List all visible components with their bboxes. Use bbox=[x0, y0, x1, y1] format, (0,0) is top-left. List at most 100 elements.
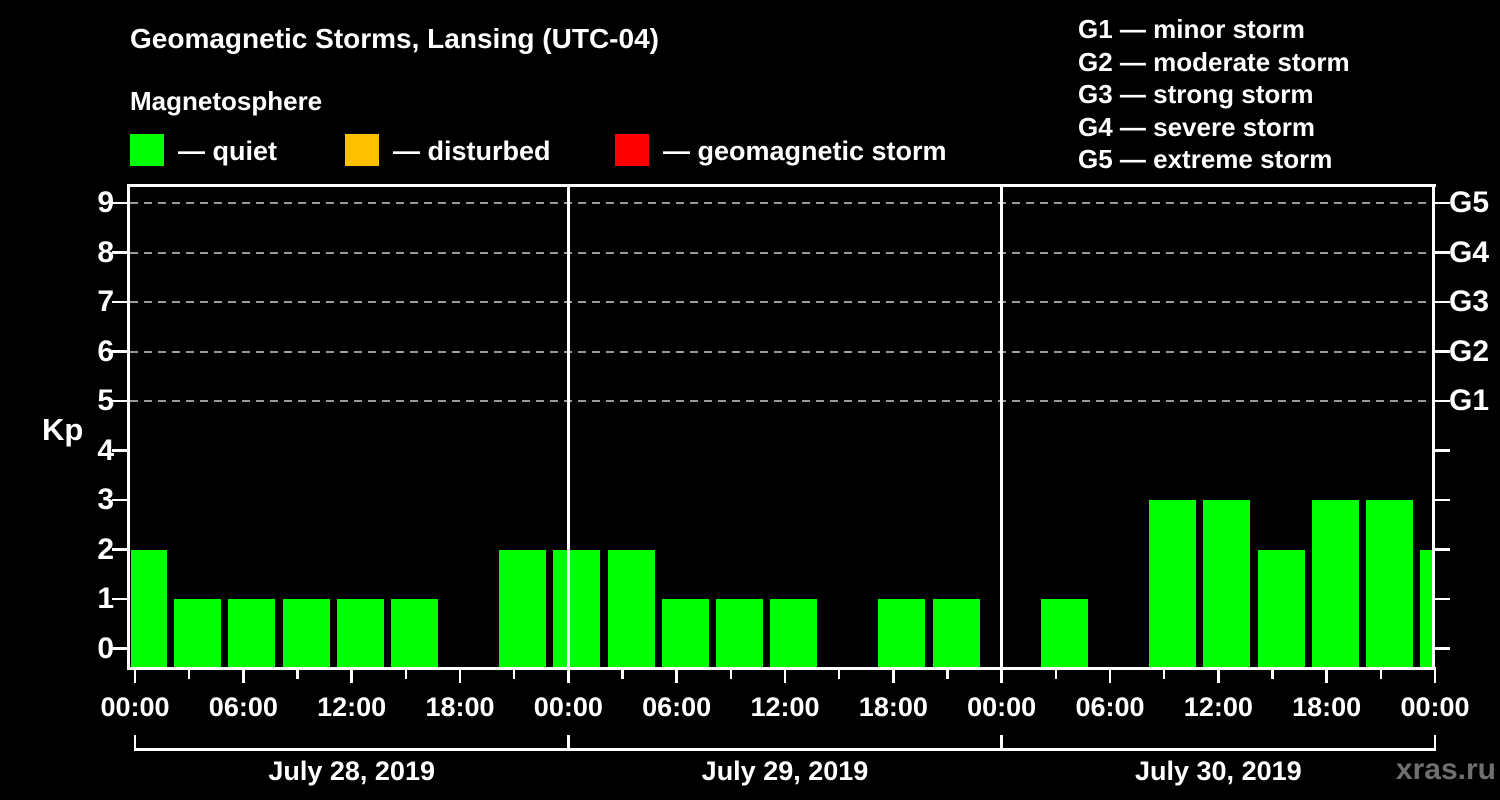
x-tick-label: 12:00 bbox=[317, 692, 387, 722]
x-tick bbox=[1162, 670, 1166, 679]
g-scale-legend-line: G3 — strong storm bbox=[1078, 79, 1314, 109]
x-tick bbox=[621, 670, 624, 679]
g-level-label: G2 bbox=[1449, 334, 1490, 368]
x-tick bbox=[404, 670, 408, 679]
x-tick bbox=[892, 670, 895, 683]
kp-bar bbox=[607, 549, 655, 667]
x-tick-label: 12:00 bbox=[750, 692, 820, 722]
right-y-tick bbox=[1434, 449, 1450, 452]
day-bracket-end bbox=[133, 735, 137, 751]
x-tick bbox=[783, 670, 787, 683]
legend-label-quiet: — quiet bbox=[178, 136, 277, 166]
day-bracket-end bbox=[1000, 735, 1003, 751]
x-tick bbox=[567, 670, 570, 683]
right-y-tick bbox=[1434, 498, 1450, 502]
chart-title: Geomagnetic Storms, Lansing (UTC-04) bbox=[130, 23, 659, 54]
x-tick bbox=[1108, 670, 1112, 683]
day-divider bbox=[567, 184, 570, 667]
legend-label-geomagnetic-storm: — geomagnetic storm bbox=[663, 136, 947, 166]
kp-bar bbox=[1257, 549, 1305, 667]
right-y-tick bbox=[1434, 251, 1450, 254]
x-tick-label: 18:00 bbox=[1292, 692, 1362, 722]
g-level-label: G4 bbox=[1449, 235, 1490, 269]
x-tick bbox=[1217, 670, 1220, 683]
gridline-kp6 bbox=[130, 350, 1433, 353]
kp-bar bbox=[1365, 500, 1413, 667]
x-tick bbox=[1433, 670, 1437, 683]
kp-bar bbox=[1311, 500, 1359, 667]
y-tick bbox=[112, 449, 127, 452]
x-tick bbox=[1000, 670, 1003, 683]
day-bracket bbox=[568, 748, 1002, 751]
y-tick bbox=[112, 597, 127, 601]
x-axis-line bbox=[127, 667, 1436, 670]
x-tick bbox=[512, 670, 516, 679]
legend-swatch-geomagnetic-storm bbox=[615, 134, 649, 166]
right-y-tick bbox=[1434, 201, 1450, 205]
day-label: July 28, 2019 bbox=[268, 756, 435, 786]
x-tick bbox=[350, 670, 353, 683]
legend-swatch-disturbed bbox=[345, 134, 379, 166]
day-bracket bbox=[1001, 748, 1435, 751]
y-tick-label: 7 bbox=[97, 285, 114, 318]
y-tick-label: 3 bbox=[97, 483, 114, 516]
x-tick bbox=[187, 670, 191, 679]
gridline-kp5 bbox=[130, 400, 1433, 402]
kp-bar bbox=[282, 599, 330, 667]
g-scale-legend-line: G1 — minor storm bbox=[1078, 14, 1305, 44]
kp-bar bbox=[130, 549, 167, 667]
gridline-kp9 bbox=[130, 202, 1433, 204]
kp-bar bbox=[1040, 599, 1088, 667]
legend-label-disturbed: — disturbed bbox=[393, 136, 551, 166]
kp-bar bbox=[336, 599, 384, 667]
x-tick-label: 00:00 bbox=[100, 692, 170, 722]
x-tick bbox=[133, 670, 137, 683]
x-tick bbox=[1325, 670, 1328, 683]
kp-bar bbox=[770, 599, 817, 667]
kp-bar bbox=[228, 599, 276, 667]
g-level-label: G5 bbox=[1449, 186, 1490, 219]
y-axis-label: Kp bbox=[42, 412, 84, 447]
kp-bar bbox=[499, 549, 547, 667]
kp-bar bbox=[661, 599, 709, 667]
g-scale-legend-line: G4 — severe storm bbox=[1078, 111, 1316, 142]
y-tick bbox=[112, 498, 127, 502]
g-scale-legend-line: G5 — extreme storm bbox=[1078, 144, 1333, 174]
kp-bar bbox=[932, 599, 980, 667]
kp-bar bbox=[553, 549, 601, 667]
x-tick-label: 06:00 bbox=[1075, 692, 1145, 722]
x-tick-label: 18:00 bbox=[858, 692, 928, 722]
y-tick bbox=[112, 399, 127, 403]
day-bracket-end bbox=[567, 735, 570, 751]
y-tick-label: 2 bbox=[97, 532, 114, 566]
g-level-label: G3 bbox=[1449, 285, 1490, 318]
x-tick-label: 12:00 bbox=[1183, 692, 1253, 722]
x-tick bbox=[1271, 670, 1274, 679]
kp-bar bbox=[878, 599, 926, 667]
legend-swatch-quiet bbox=[130, 134, 164, 166]
x-tick-label: 00:00 bbox=[533, 692, 603, 722]
kp-bar bbox=[1420, 549, 1432, 667]
x-tick-label: 06:00 bbox=[642, 692, 712, 722]
right-y-tick bbox=[1434, 647, 1450, 650]
y-tick-label: 4 bbox=[97, 433, 114, 467]
kp-bar bbox=[715, 599, 763, 667]
kp-bar bbox=[174, 599, 222, 667]
y-tick bbox=[112, 251, 127, 254]
right-y-tick bbox=[1434, 300, 1450, 304]
day-divider bbox=[1000, 184, 1003, 667]
x-tick bbox=[458, 670, 462, 683]
y-axis-line bbox=[127, 184, 130, 670]
y-tick bbox=[112, 201, 127, 205]
right-axis-line bbox=[1431, 184, 1435, 670]
right-y-tick bbox=[1434, 350, 1450, 353]
y-tick-label: 9 bbox=[97, 186, 114, 219]
x-tick-label: 00:00 bbox=[967, 692, 1037, 722]
gridline-kp8 bbox=[130, 251, 1433, 254]
y-tick bbox=[112, 350, 127, 353]
x-tick bbox=[729, 670, 733, 679]
x-tick-label: 18:00 bbox=[425, 692, 495, 722]
x-tick bbox=[675, 670, 678, 683]
kp-bar bbox=[1203, 500, 1251, 667]
x-tick bbox=[946, 670, 949, 679]
